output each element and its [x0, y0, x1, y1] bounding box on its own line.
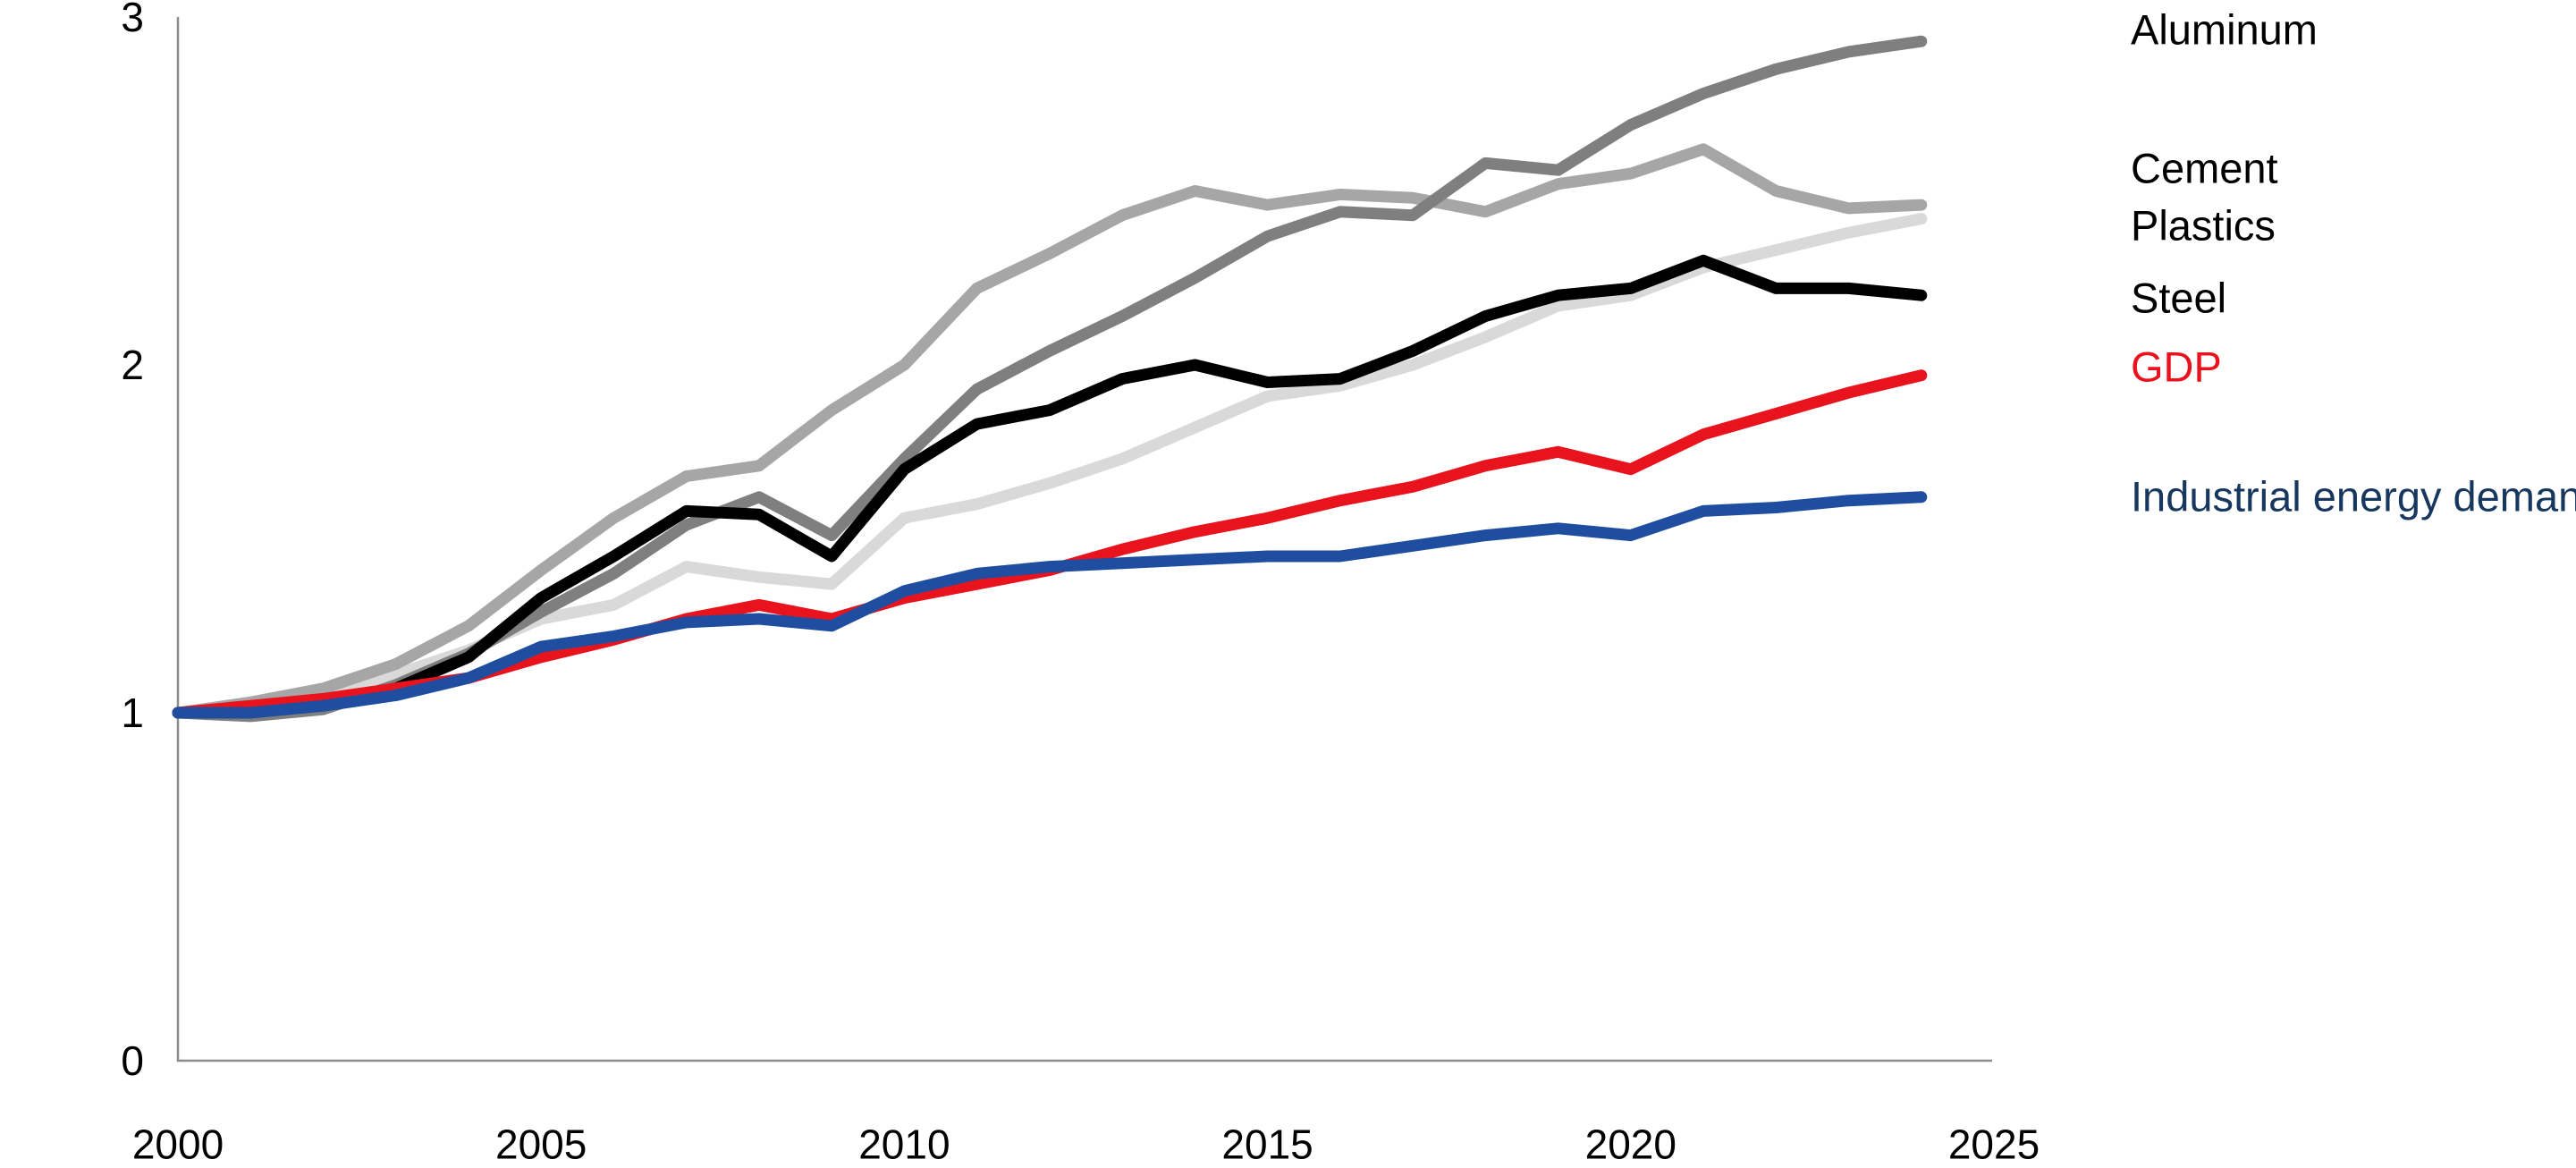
legend-label-steel: Steel	[2131, 275, 2226, 322]
series-line-steel	[172, 254, 1928, 719]
x-tick-label: 2025	[1948, 1121, 2040, 1168]
legend-label-cement: Cement	[2131, 145, 2278, 192]
series-lines	[172, 35, 1928, 723]
y-tick-label: 1	[121, 690, 144, 736]
x-tick-label: 2000	[132, 1121, 224, 1168]
x-axis-ticks: 2000 2005 2010 2015 2020 2025	[132, 1121, 2040, 1168]
x-tick-label: 2020	[1585, 1121, 1677, 1168]
legend-label-industrial-energy-demand: Industrial energy demand	[2131, 473, 2576, 521]
axes	[176, 17, 1992, 1062]
series-line-industrial-energy-demand	[172, 491, 1928, 719]
y-axis-ticks: 0 1 2 3	[121, 0, 144, 1084]
legend-label-aluminum: Aluminum	[2131, 6, 2318, 54]
x-tick-label: 2015	[1221, 1121, 1313, 1168]
y-tick-label: 0	[121, 1037, 144, 1084]
series-line-aluminum	[172, 35, 1928, 723]
legend-labels: Aluminum Cement Plastics Steel GDP Industrial…	[2131, 6, 2576, 521]
legend-label-gdp: GDP	[2131, 343, 2222, 391]
series-line-cement	[172, 143, 1928, 719]
y-tick-label: 3	[121, 0, 144, 40]
x-tick-label: 2005	[495, 1121, 587, 1168]
legend-label-plastics: Plastics	[2131, 202, 2276, 250]
axis-line	[176, 17, 1992, 1062]
x-tick-label: 2010	[858, 1121, 950, 1168]
y-tick-label: 2	[121, 342, 144, 388]
